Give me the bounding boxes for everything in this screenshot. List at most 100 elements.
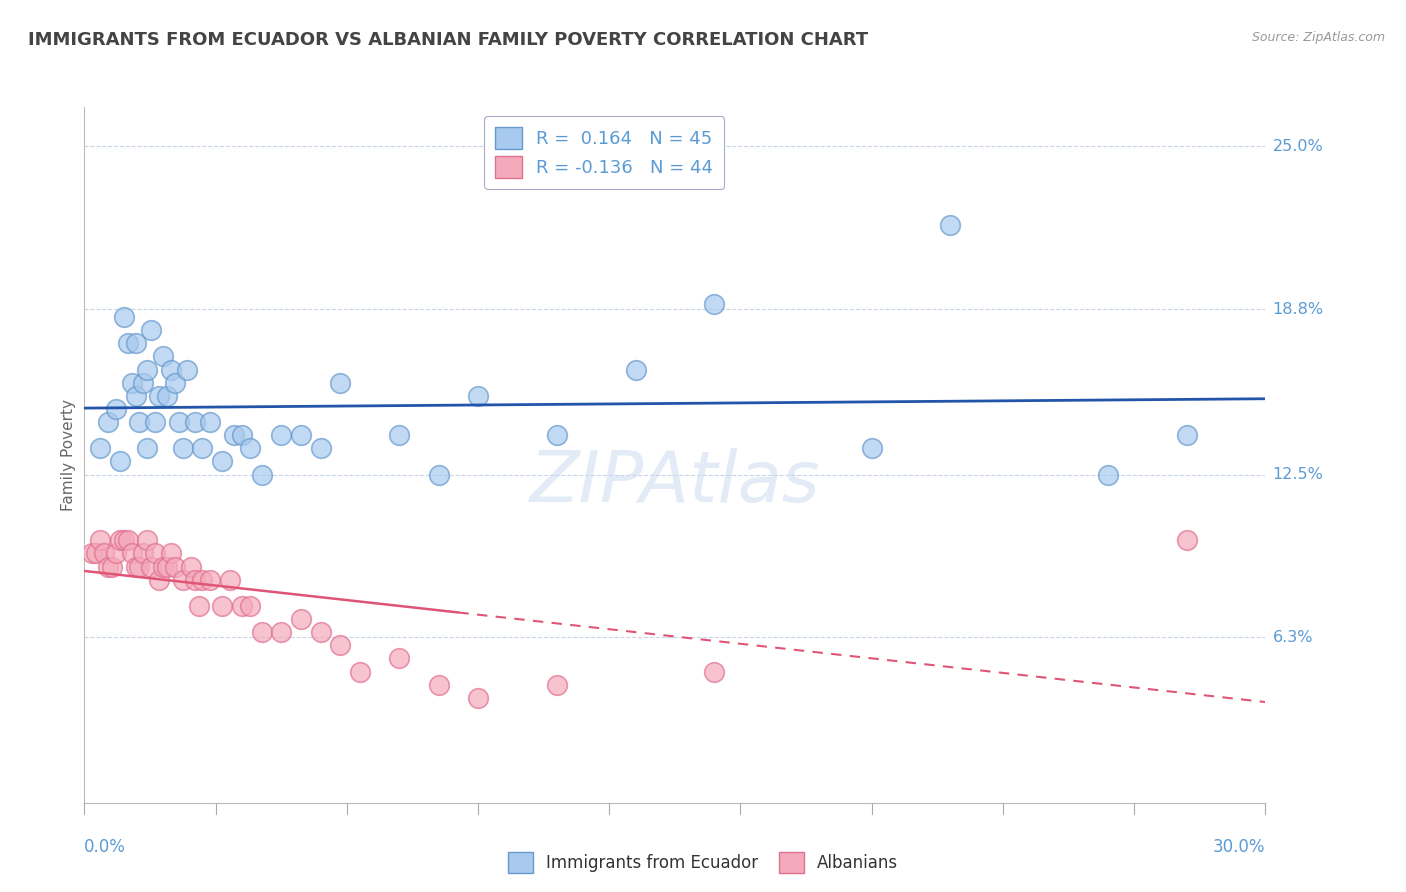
Point bbox=[128, 415, 150, 429]
Point bbox=[467, 690, 489, 705]
Point bbox=[546, 428, 568, 442]
Text: 30.0%: 30.0% bbox=[1213, 838, 1265, 856]
Point bbox=[128, 559, 150, 574]
Point bbox=[231, 428, 253, 442]
Point bbox=[329, 376, 352, 390]
Point bbox=[222, 428, 245, 442]
Text: 0.0%: 0.0% bbox=[84, 838, 127, 856]
Point bbox=[156, 389, 179, 403]
Point bbox=[183, 573, 205, 587]
Point bbox=[108, 454, 131, 468]
Point bbox=[141, 323, 163, 337]
Point bbox=[152, 559, 174, 574]
Point bbox=[290, 612, 312, 626]
Point bbox=[172, 442, 194, 456]
Point bbox=[309, 442, 332, 456]
Point bbox=[860, 442, 883, 456]
Point bbox=[152, 350, 174, 364]
Point bbox=[211, 454, 233, 468]
Point bbox=[329, 638, 352, 652]
Point bbox=[939, 218, 962, 232]
Point bbox=[117, 533, 139, 548]
Point bbox=[703, 297, 725, 311]
Point bbox=[112, 533, 135, 548]
Point bbox=[136, 362, 159, 376]
Point bbox=[180, 559, 202, 574]
Point bbox=[136, 533, 159, 548]
Point bbox=[703, 665, 725, 679]
Point bbox=[270, 625, 292, 640]
Point bbox=[143, 546, 166, 560]
Point bbox=[200, 415, 222, 429]
Point bbox=[132, 546, 155, 560]
Point bbox=[93, 546, 115, 560]
Y-axis label: Family Poverty: Family Poverty bbox=[60, 399, 76, 511]
Point bbox=[290, 428, 312, 442]
Point bbox=[172, 573, 194, 587]
Point bbox=[546, 678, 568, 692]
Point bbox=[250, 467, 273, 482]
Point bbox=[1097, 467, 1119, 482]
Point bbox=[183, 415, 205, 429]
Text: 6.3%: 6.3% bbox=[1272, 630, 1313, 645]
Point bbox=[167, 415, 190, 429]
Point bbox=[160, 546, 183, 560]
Point bbox=[163, 376, 186, 390]
Point bbox=[156, 559, 179, 574]
Point bbox=[104, 401, 127, 416]
Point bbox=[211, 599, 233, 613]
Text: 25.0%: 25.0% bbox=[1272, 139, 1323, 154]
Point bbox=[82, 546, 104, 560]
Point bbox=[427, 467, 450, 482]
Point bbox=[97, 415, 120, 429]
Point bbox=[239, 599, 262, 613]
Point bbox=[250, 625, 273, 640]
Point bbox=[89, 533, 111, 548]
Point bbox=[187, 599, 209, 613]
Text: Source: ZipAtlas.com: Source: ZipAtlas.com bbox=[1251, 31, 1385, 45]
Point bbox=[121, 546, 143, 560]
Point bbox=[309, 625, 332, 640]
Point bbox=[97, 559, 120, 574]
Point bbox=[84, 546, 107, 560]
Point bbox=[101, 559, 124, 574]
Point bbox=[108, 533, 131, 548]
Point bbox=[176, 362, 198, 376]
Point bbox=[349, 665, 371, 679]
Point bbox=[117, 336, 139, 351]
Point bbox=[160, 362, 183, 376]
Point bbox=[231, 599, 253, 613]
Point bbox=[239, 442, 262, 456]
Point bbox=[148, 573, 170, 587]
Point bbox=[124, 559, 146, 574]
Point bbox=[427, 678, 450, 692]
Point bbox=[141, 559, 163, 574]
Point bbox=[624, 362, 647, 376]
Text: IMMIGRANTS FROM ECUADOR VS ALBANIAN FAMILY POVERTY CORRELATION CHART: IMMIGRANTS FROM ECUADOR VS ALBANIAN FAMI… bbox=[28, 31, 869, 49]
Point bbox=[219, 573, 242, 587]
Point bbox=[124, 389, 146, 403]
Legend: Immigrants from Ecuador, Albanians: Immigrants from Ecuador, Albanians bbox=[502, 846, 904, 880]
Point bbox=[1175, 533, 1198, 548]
Point bbox=[388, 651, 411, 665]
Text: 18.8%: 18.8% bbox=[1272, 301, 1323, 317]
Text: ZIPAtlas: ZIPAtlas bbox=[530, 449, 820, 517]
Point bbox=[191, 573, 214, 587]
Point bbox=[191, 442, 214, 456]
Point bbox=[136, 442, 159, 456]
Point bbox=[388, 428, 411, 442]
Point bbox=[124, 336, 146, 351]
Point bbox=[163, 559, 186, 574]
Point bbox=[89, 442, 111, 456]
Point bbox=[143, 415, 166, 429]
Point bbox=[467, 389, 489, 403]
Point bbox=[132, 376, 155, 390]
Text: 12.5%: 12.5% bbox=[1272, 467, 1323, 482]
Legend: R =  0.164   N = 45, R = -0.136   N = 44: R = 0.164 N = 45, R = -0.136 N = 44 bbox=[484, 116, 724, 189]
Point bbox=[104, 546, 127, 560]
Point bbox=[1175, 428, 1198, 442]
Point bbox=[121, 376, 143, 390]
Point bbox=[112, 310, 135, 324]
Point bbox=[148, 389, 170, 403]
Point bbox=[270, 428, 292, 442]
